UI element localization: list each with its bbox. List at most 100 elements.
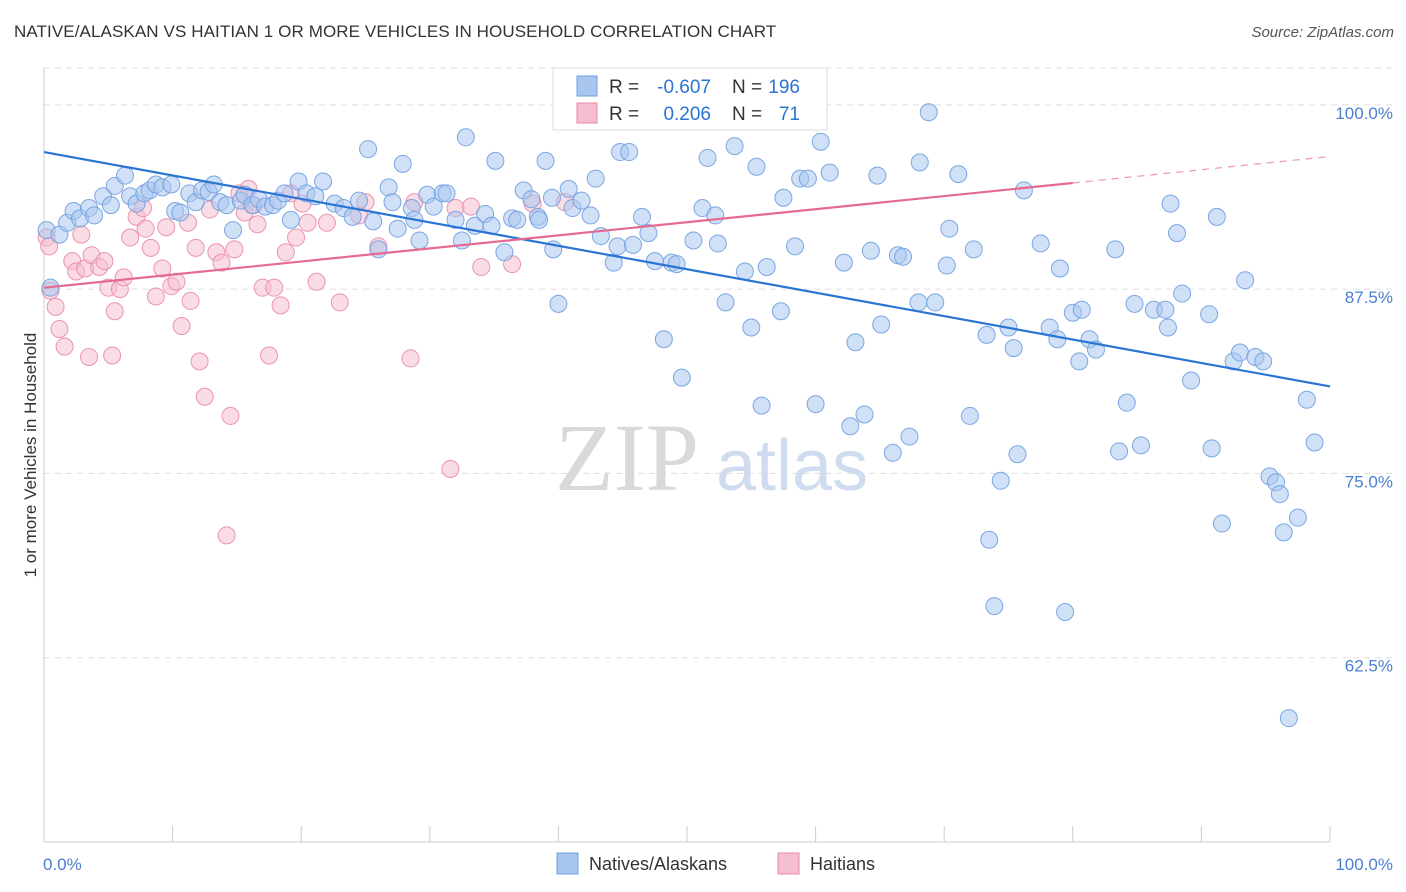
natives-point [900,427,919,446]
source-label: Source: ZipAtlas.com [1251,24,1394,41]
natives-point [314,172,333,191]
natives-point [1274,523,1293,542]
natives-point [495,243,514,262]
natives-point [716,293,735,312]
natives-point [437,184,456,203]
natives-point [798,169,817,188]
natives-point [909,293,928,312]
natives-point [774,188,793,207]
natives-point [1236,271,1255,290]
natives-point [379,178,398,197]
legend-swatch-haitians [576,102,598,124]
natives-point [1158,318,1177,337]
natives-point [559,179,578,198]
natives-point [536,151,555,170]
haitians-point [121,228,140,247]
haitians-point [103,346,122,365]
natives-point [1070,352,1089,371]
natives-point [1031,234,1050,253]
natives-point [171,203,190,222]
natives-point [1110,442,1129,461]
y-tick-label: 75.0% [1345,472,1393,491]
legend-n-value-2: 71 [779,104,800,125]
natives-point [364,212,383,231]
natives-point [1048,330,1067,349]
natives-point [960,406,979,425]
natives-point [977,325,996,344]
natives-point [1072,300,1091,319]
haitians-point [72,225,91,244]
legend-r-value-2: 0.206 [663,104,711,125]
haitians-point [271,296,290,315]
haitians-point [472,258,491,277]
natives-point [623,235,642,254]
natives-point [1014,181,1033,200]
legend-r-label-2: R = [609,104,639,125]
haitians-point [221,406,240,425]
natives-point [1270,485,1289,504]
natives-point [820,163,839,182]
natives-point [1200,305,1219,324]
haitians-point [298,213,317,232]
natives-point [162,175,181,194]
haitians-point [190,352,209,371]
natives-point [581,206,600,225]
natives-point [1050,259,1069,278]
natives-point [667,255,686,274]
legend-r-value-1: -0.607 [657,77,711,98]
natives-point [980,530,999,549]
haitians-point [186,238,205,257]
natives-point [926,293,945,312]
natives-point [632,207,651,226]
natives-point [572,191,591,210]
natives-point [620,143,639,162]
haitians-point [50,319,69,338]
natives-point [101,196,120,215]
natives-point [868,166,887,185]
watermark: ZIP atlas [555,404,868,511]
watermark-atlas: atlas [716,426,868,506]
natives-point [1056,603,1075,622]
natives-point [1008,445,1027,464]
trend-lines [43,150,1331,388]
haitians-point [146,287,165,306]
natives-point [940,219,959,238]
bottom-legend-swatch-haitians [777,852,800,875]
haitians-point [153,259,172,278]
natives-point [522,190,541,209]
haitians-point [195,387,214,406]
stats-legend-box [552,67,828,131]
natives-point [771,302,790,321]
natives-trend-line [43,150,1331,388]
y-tick-label: 87.5% [1345,288,1393,307]
natives-point [1207,207,1226,226]
natives-point [1230,343,1249,362]
natives-point [964,240,983,259]
y-tick-label: 62.5% [1345,657,1393,676]
haitians-point [401,349,420,368]
natives-points [37,103,1324,728]
haitians-point [330,293,349,312]
bottom-legend-haitians: Haitians [810,854,875,874]
natives-point [910,153,929,172]
chart-title: NATIVE/ALASKAN VS HAITIAN 1 OR MORE VEHI… [14,22,777,41]
natives-point [949,165,968,184]
natives-point [752,396,771,415]
haitians-point [95,252,114,271]
haitians-point [461,197,480,216]
natives-point [991,471,1010,490]
y-tick-labels: 62.5% 75.0% 87.5% 100.0% [1335,104,1393,676]
x-tick-min: 0.0% [43,855,82,874]
natives-point [894,247,913,266]
natives-point [388,219,407,238]
natives-point [383,193,402,212]
natives-point [446,210,465,229]
haitians-point [136,219,155,238]
natives-point [919,103,938,122]
natives-point [846,333,865,352]
haitians-point [441,460,460,479]
natives-point [1297,390,1316,409]
y-tick-label: 100.0% [1335,104,1393,123]
haitians-point [287,228,306,247]
